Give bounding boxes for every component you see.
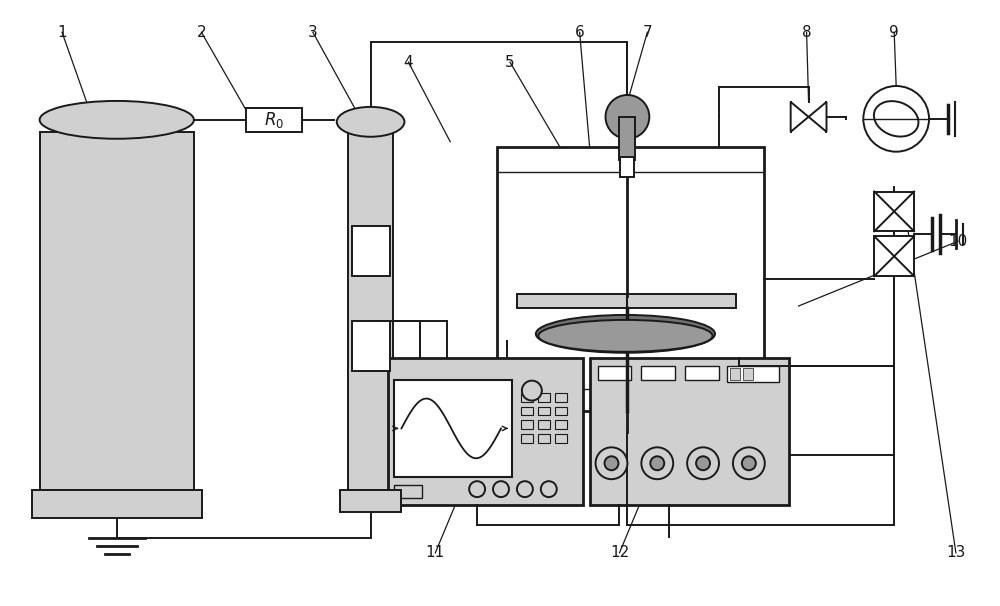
Circle shape	[687, 447, 719, 479]
Bar	[555, 393, 567, 402]
Text: 9: 9	[889, 25, 899, 40]
Bar	[555, 435, 567, 444]
Circle shape	[469, 481, 485, 497]
Bar	[521, 407, 533, 416]
Circle shape	[541, 481, 557, 497]
Bar	[727, 365, 779, 382]
Ellipse shape	[40, 101, 194, 139]
Polygon shape	[791, 102, 809, 132]
Text: 8: 8	[802, 25, 811, 40]
Text: 4: 4	[404, 55, 413, 70]
Bar	[521, 393, 533, 402]
Bar	[521, 435, 533, 444]
Text: 2: 2	[197, 25, 206, 40]
Bar	[394, 485, 422, 498]
Bar	[388, 358, 583, 505]
Circle shape	[493, 481, 509, 497]
Text: 5: 5	[505, 55, 515, 70]
Circle shape	[742, 456, 756, 470]
Bar	[730, 368, 740, 379]
Ellipse shape	[337, 107, 404, 137]
Ellipse shape	[874, 101, 918, 136]
Text: $R_0$: $R_0$	[264, 110, 284, 130]
Bar	[246, 108, 302, 132]
Bar	[517, 294, 736, 308]
Bar	[538, 421, 550, 430]
Bar	[598, 365, 631, 379]
Bar	[348, 132, 393, 490]
Circle shape	[596, 447, 627, 479]
Circle shape	[522, 381, 542, 401]
Text: 11: 11	[426, 545, 445, 561]
Bar	[743, 368, 753, 379]
Bar	[555, 407, 567, 416]
Polygon shape	[809, 102, 826, 132]
Text: 7: 7	[643, 25, 652, 40]
Bar	[352, 321, 390, 371]
Circle shape	[605, 456, 618, 470]
Bar	[32, 490, 202, 518]
Bar	[590, 358, 789, 505]
Circle shape	[641, 447, 673, 479]
Circle shape	[606, 95, 649, 139]
Ellipse shape	[536, 315, 715, 353]
Text: 12: 12	[610, 545, 629, 561]
Text: 6: 6	[575, 25, 585, 40]
Text: 3: 3	[308, 25, 318, 40]
Bar	[555, 421, 567, 430]
Text: 10: 10	[948, 234, 968, 249]
Bar	[40, 132, 194, 490]
Bar	[497, 147, 764, 410]
Bar	[394, 379, 512, 477]
Bar	[620, 157, 634, 176]
Bar	[685, 365, 719, 379]
Bar	[352, 227, 390, 276]
Bar	[641, 365, 675, 379]
Bar	[538, 393, 550, 402]
Text: 13: 13	[946, 545, 966, 561]
Circle shape	[696, 456, 710, 470]
Circle shape	[517, 481, 533, 497]
Ellipse shape	[538, 320, 713, 351]
Bar	[874, 236, 914, 276]
Bar	[874, 191, 914, 231]
Bar	[521, 421, 533, 430]
Circle shape	[733, 447, 765, 479]
Bar	[619, 117, 635, 159]
Circle shape	[650, 456, 664, 470]
Circle shape	[863, 86, 929, 152]
Bar	[538, 435, 550, 444]
Text: 1: 1	[57, 25, 67, 40]
Bar	[538, 407, 550, 416]
Bar	[340, 490, 401, 512]
